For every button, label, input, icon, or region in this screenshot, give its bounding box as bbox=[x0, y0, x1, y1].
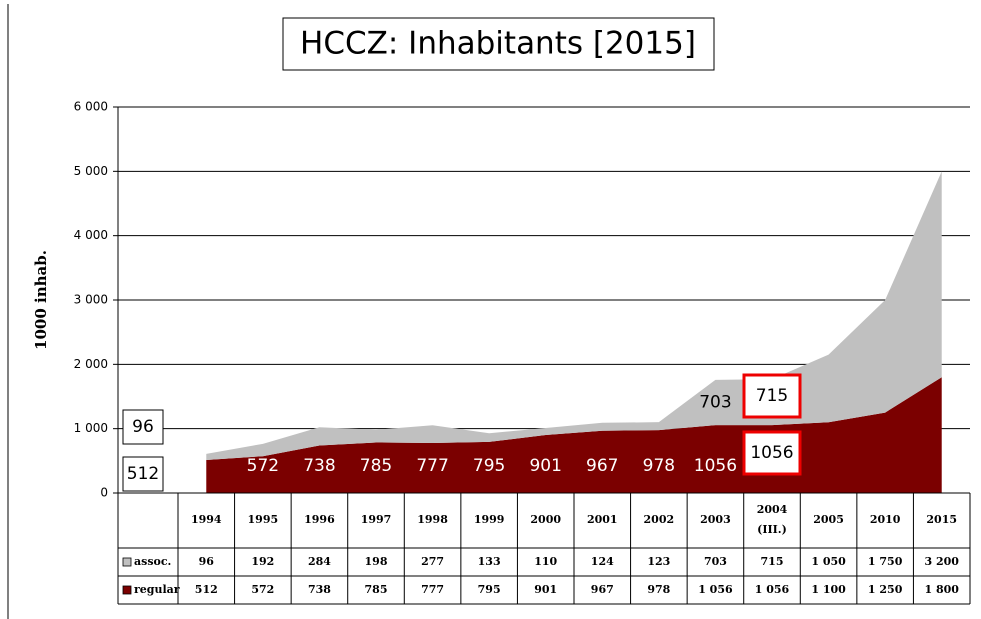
y-tick-label: 0 bbox=[100, 486, 108, 500]
x-tick-label: 2002 bbox=[644, 513, 675, 526]
table-value: 284 bbox=[308, 555, 331, 568]
table-value: 133 bbox=[478, 555, 501, 568]
y-tick-label: 1 000 bbox=[74, 421, 108, 435]
x-tick-label: 1999 bbox=[474, 513, 505, 526]
table-value: 123 bbox=[647, 555, 670, 568]
label-box bbox=[742, 430, 802, 476]
table-value: 277 bbox=[421, 555, 444, 568]
data-label: 96 bbox=[132, 417, 154, 437]
table-value: 901 bbox=[534, 583, 557, 596]
data-label: 1056 bbox=[750, 443, 793, 463]
table-value: 1 100 bbox=[811, 583, 846, 596]
area-0 bbox=[206, 171, 942, 461]
legend-label: assoc. bbox=[134, 555, 171, 568]
table-value: 1 056 bbox=[698, 583, 733, 596]
table-value: 738 bbox=[308, 583, 331, 596]
y-tick-label: 4 000 bbox=[74, 228, 108, 242]
table-value: 192 bbox=[251, 555, 274, 568]
x-tick-label: 2015 bbox=[926, 513, 957, 526]
x-tick-label: 2004 (III.) bbox=[757, 503, 788, 536]
data-label: 967 bbox=[586, 456, 618, 476]
title-box bbox=[282, 17, 715, 71]
x-tick-label: 2003 bbox=[700, 513, 731, 526]
y-tick-label: 3 000 bbox=[74, 293, 108, 307]
x-tick-label: 2000 bbox=[530, 513, 561, 526]
label-box bbox=[122, 409, 164, 445]
label-box bbox=[742, 373, 802, 419]
legend-swatch bbox=[122, 585, 132, 595]
table-value: 1 050 bbox=[811, 555, 846, 568]
y-axis-title: 1000 inhab. bbox=[32, 250, 50, 350]
x-tick-label: 1997 bbox=[361, 513, 392, 526]
x-tick-label: 1994 bbox=[191, 513, 222, 526]
table-value: 572 bbox=[251, 583, 274, 596]
data-label: 1056 bbox=[694, 456, 737, 476]
table-value: 785 bbox=[365, 583, 388, 596]
table-value: 198 bbox=[365, 555, 388, 568]
y-tick-label: 2 000 bbox=[74, 357, 108, 371]
table-value: 703 bbox=[704, 555, 727, 568]
table-value: 715 bbox=[761, 555, 784, 568]
legend-swatch bbox=[122, 557, 132, 567]
table-value: 1 750 bbox=[868, 555, 903, 568]
table-value: 967 bbox=[591, 583, 614, 596]
data-label: 978 bbox=[643, 456, 675, 476]
table-value: 96 bbox=[199, 555, 215, 568]
data-label: 738 bbox=[303, 456, 335, 476]
table-value: 1 800 bbox=[924, 583, 959, 596]
data-label: 795 bbox=[473, 456, 505, 476]
table-value: 110 bbox=[534, 555, 557, 568]
data-label: 777 bbox=[416, 456, 448, 476]
data-label: 572 bbox=[247, 456, 279, 476]
x-tick-label: 2001 bbox=[587, 513, 618, 526]
y-tick-label: 6 000 bbox=[74, 100, 108, 114]
chart-title: HCCZ: Inhabitants [2015] bbox=[300, 26, 696, 62]
legend-label: regular bbox=[134, 583, 180, 596]
table-value: 978 bbox=[647, 583, 670, 596]
table-value: 795 bbox=[478, 583, 501, 596]
x-tick-label: 1998 bbox=[417, 513, 448, 526]
table-value: 512 bbox=[195, 583, 218, 596]
table-value: 1 250 bbox=[868, 583, 903, 596]
table-value: 124 bbox=[591, 555, 614, 568]
x-tick-label: 2010 bbox=[870, 513, 901, 526]
data-label: 703 bbox=[699, 392, 731, 412]
table-value: 3 200 bbox=[924, 555, 959, 568]
y-tick-label: 5 000 bbox=[74, 164, 108, 178]
x-tick-label: 2005 bbox=[813, 513, 844, 526]
data-label: 901 bbox=[529, 456, 561, 476]
x-tick-label: 1996 bbox=[304, 513, 335, 526]
table-value: 1 056 bbox=[755, 583, 790, 596]
x-tick-label: 1995 bbox=[248, 513, 279, 526]
table-value: 777 bbox=[421, 583, 444, 596]
data-label: 785 bbox=[360, 456, 392, 476]
label-box bbox=[122, 456, 164, 492]
data-label: 715 bbox=[756, 386, 788, 406]
data-label: 512 bbox=[127, 464, 159, 484]
